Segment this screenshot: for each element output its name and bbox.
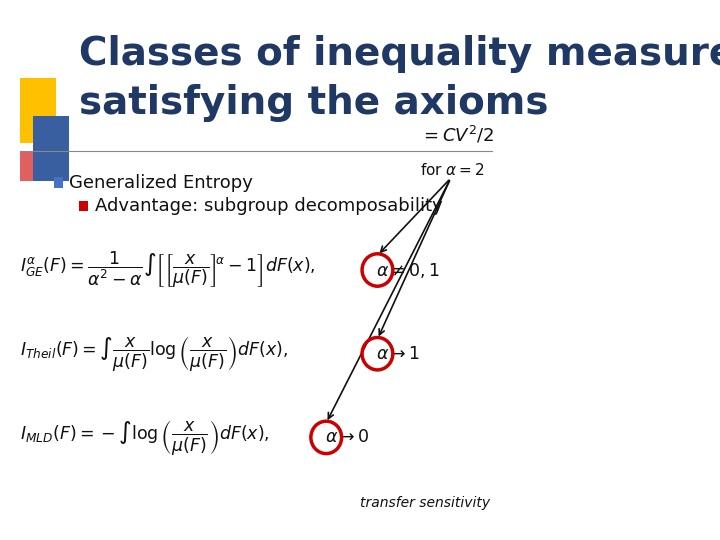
FancyBboxPatch shape <box>79 201 88 211</box>
Text: $I_{Theil}(F) = \int \dfrac{x}{\mu(F)} \log \left( \dfrac{x}{\mu(F)} \right) dF(: $I_{Theil}(F) = \int \dfrac{x}{\mu(F)} \… <box>20 334 288 373</box>
Text: Generalized Entropy: Generalized Entropy <box>69 173 253 192</box>
Text: Advantage: subgroup decomposability: Advantage: subgroup decomposability <box>95 197 443 215</box>
Text: $\alpha \neq 0, 1$: $\alpha \neq 0, 1$ <box>377 260 441 280</box>
FancyBboxPatch shape <box>20 78 56 143</box>
Text: Classes of inequality measures: Classes of inequality measures <box>79 35 720 73</box>
Text: $I_{MLD}(F) = - \int \log \left( \dfrac{x}{\mu(F)} \right) dF(x),$: $I_{MLD}(F) = - \int \log \left( \dfrac{… <box>20 418 270 457</box>
FancyBboxPatch shape <box>33 116 69 181</box>
Text: $\alpha \to 0$: $\alpha \to 0$ <box>325 428 370 447</box>
Text: $\alpha \to 1$: $\alpha \to 1$ <box>377 345 420 363</box>
FancyBboxPatch shape <box>54 177 63 188</box>
Text: transfer sensitivity: transfer sensitivity <box>360 496 490 510</box>
FancyBboxPatch shape <box>20 151 33 181</box>
Text: $I^{\alpha}_{GE}(F) = \dfrac{1}{\alpha^2 - \alpha} \int \left[ \left[ \dfrac{x}{: $I^{\alpha}_{GE}(F) = \dfrac{1}{\alpha^2… <box>20 250 316 290</box>
Text: for $\alpha = 2$: for $\alpha = 2$ <box>420 162 485 178</box>
Text: satisfying the axioms: satisfying the axioms <box>79 84 549 122</box>
Text: $= CV^2/2$: $= CV^2/2$ <box>420 125 494 146</box>
